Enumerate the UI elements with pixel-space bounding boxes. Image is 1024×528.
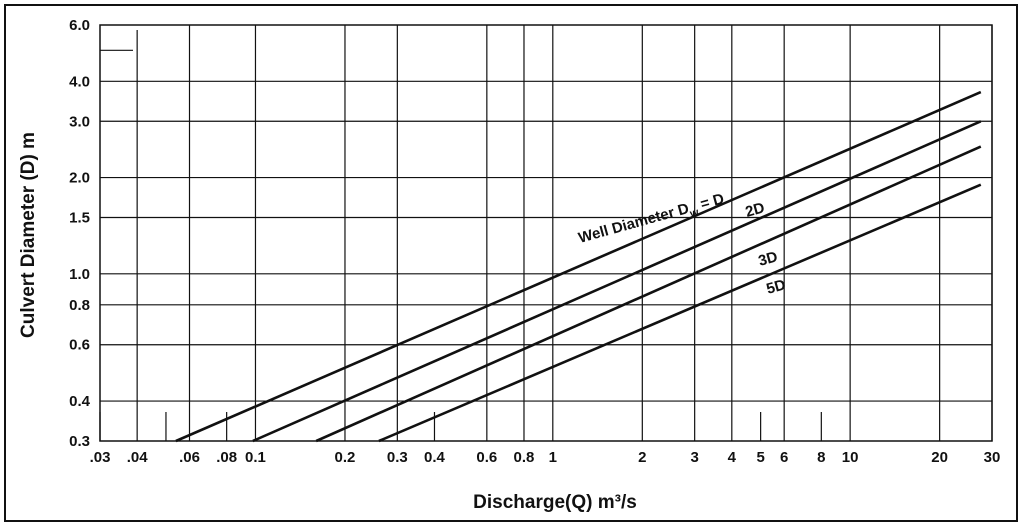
x-tick-label: 2 (638, 449, 646, 466)
series-label-well-main: Well Diameter D (577, 200, 691, 247)
x-tick-label: 5 (756, 449, 764, 466)
series-line-well-diameter (175, 90, 982, 443)
series-label-2d: 2D (744, 199, 767, 221)
x-tick-label: 6 (780, 449, 788, 466)
x-tick-label: 30 (984, 449, 1001, 466)
series-line-5d (378, 183, 982, 443)
x-axis-label: Discharge(Q) m³/s (473, 492, 637, 513)
chart-frame (4, 4, 1018, 522)
x-tick-label: 3 (690, 449, 698, 466)
x-tick-label: 0.3 (387, 449, 408, 466)
x-tick-label: 0.6 (476, 449, 497, 466)
y-tick-label: 6.0 (69, 17, 90, 34)
x-tick-label: 1 (549, 449, 557, 466)
y-tick-label: 0.4 (69, 393, 91, 410)
series-label-well-eq: = D (695, 190, 727, 214)
x-tick-label: .03 (90, 449, 111, 466)
x-tick-label: 4 (728, 449, 737, 466)
y-tick-label: 1.5 (69, 210, 90, 227)
series-label-3d: 3D (757, 248, 780, 270)
y-tick-label: 3.0 (69, 113, 90, 130)
series-label-5d: 5D (765, 276, 788, 298)
x-tick-label: .04 (127, 449, 149, 466)
x-tick-label: 8 (817, 449, 825, 466)
x-tick-label: 0.4 (424, 449, 446, 466)
series-line-2d (252, 120, 982, 443)
y-tick-label: 0.6 (69, 337, 90, 354)
y-tick-label: 4.0 (69, 73, 90, 90)
x-tick-label: 0.1 (245, 449, 266, 466)
y-axis-label: Culvert Diameter (D) m (18, 132, 39, 338)
y-tick-label: 2.0 (69, 170, 90, 187)
series-line-3d (315, 145, 982, 443)
series-lines (175, 90, 982, 443)
series-label-well-sub: w (688, 206, 701, 220)
y-tick-labels: 0.3 0.4 0.6 0.8 1.0 1.5 2.0 3.0 4.0 6.0 (69, 17, 91, 450)
x-tick-label: 0.2 (335, 449, 356, 466)
x-tick-label: 0.8 (514, 449, 535, 466)
grid (99, 24, 993, 442)
x-tick-label: 20 (931, 449, 948, 466)
x-tick-labels: .03 .04 .06 .08 0.1 0.2 0.3 0.4 0.6 0.8 1 2 3 4 5 6 8 10 2… (90, 449, 1001, 466)
y-tick-label: 1.0 (69, 266, 90, 283)
x-tick-label: 10 (842, 449, 859, 466)
x-tick-label: .08 (216, 449, 237, 466)
plot-border (99, 24, 993, 442)
y-tick-label: 0.3 (69, 433, 90, 450)
x-tick-label: .06 (179, 449, 200, 466)
y-tick-label: 0.8 (69, 297, 90, 314)
